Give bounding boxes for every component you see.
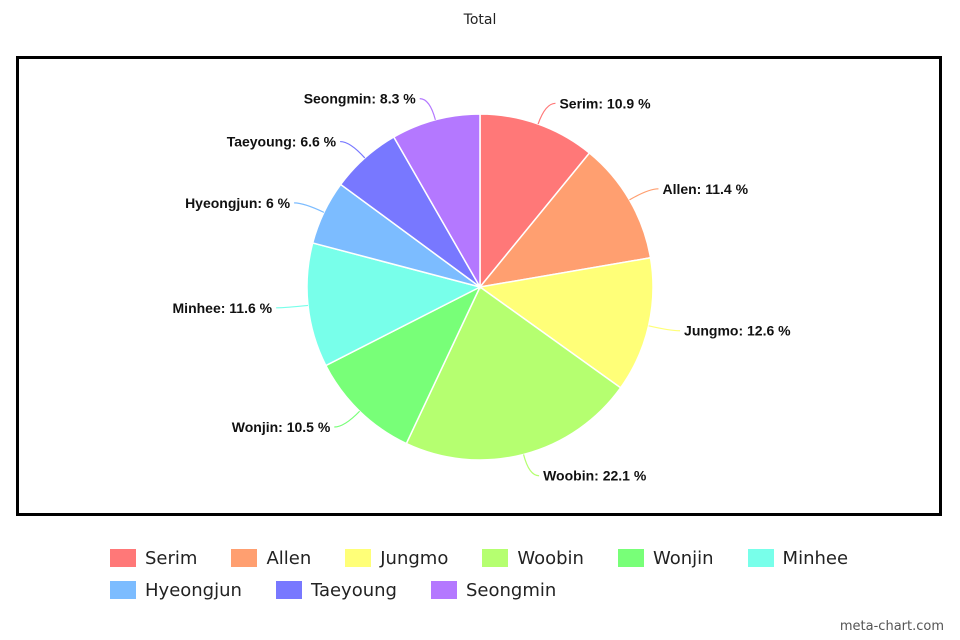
legend-swatch <box>430 581 457 599</box>
legend-swatch <box>231 549 258 567</box>
legend-label: Wonjin <box>652 547 714 569</box>
legend-label: Jungmo <box>380 547 449 569</box>
data-label-minhee: Minhee: 11.6 % <box>173 300 273 316</box>
legend-item-allen[interactable]: Allen <box>231 546 311 570</box>
chart-title: Total <box>463 12 497 28</box>
legend-item-taeyoung[interactable]: Taeyoung <box>275 578 397 602</box>
data-label-hyeongjun: Hyeongjun: 6 % <box>185 195 291 211</box>
legend-label: Allen <box>266 547 312 569</box>
leader-line-jungmo <box>648 325 681 332</box>
leader-line-serim <box>537 102 556 125</box>
leader-line-allen <box>629 188 659 201</box>
data-label-taeyoung: Taeyoung: 6.6 % <box>227 134 337 150</box>
chart-legend: Serim Allen Jungmo Woobin Wonjin Minhee Hyeong… <box>110 546 890 602</box>
leader-line-seongmin <box>419 97 436 121</box>
data-label-seongmin: Seongmin: 8.3 % <box>304 91 417 107</box>
legend-item-minhee[interactable]: Minhee <box>747 546 849 570</box>
legend-swatch <box>110 581 136 599</box>
pie-slice-serim <box>479 113 591 290</box>
leader-line-hyeongjun <box>294 202 325 213</box>
legend-item-woobin[interactable]: Woobin <box>482 546 584 570</box>
watermark: meta-chart.com <box>839 619 944 634</box>
leader-line-minhee <box>276 304 309 309</box>
legend-item-serim[interactable]: Serim <box>110 546 197 570</box>
legend-swatch <box>747 549 774 567</box>
legend-item-jungmo[interactable]: Jungmo <box>345 546 448 570</box>
legend-label: Minhee <box>782 547 849 569</box>
legend-label: Serim <box>145 547 198 569</box>
pie-slice-minhee <box>306 242 483 367</box>
leader-line-taeyoung <box>340 140 366 159</box>
leader-line-wonjin <box>334 410 361 428</box>
pie-slice-jungmo <box>478 256 654 389</box>
legend-swatch <box>345 549 372 567</box>
legend-swatch <box>482 549 509 567</box>
legend-swatch <box>110 549 136 567</box>
legend-swatch <box>617 549 644 567</box>
legend-label: Taeyoung <box>310 579 397 601</box>
leader-line-woobin <box>522 454 540 477</box>
data-label-woobin: Woobin: 22.1 % <box>543 468 647 484</box>
legend-item-hyeongjun[interactable]: Hyeongjun <box>110 578 242 602</box>
plot-area-frame <box>16 56 942 516</box>
legend-label: Hyeongjun <box>145 579 242 601</box>
legend-label: Seongmin <box>465 579 557 601</box>
legend-label: Woobin <box>517 547 584 569</box>
data-label-serim: Serim: 10.9 % <box>559 95 651 111</box>
pie-slice-seongmin <box>392 113 481 290</box>
pie-slice-wonjin <box>324 285 482 445</box>
legend-item-wonjin[interactable]: Wonjin <box>617 546 714 570</box>
data-label-jungmo: Jungmo: 12.6 % <box>684 323 791 339</box>
data-label-wonjin: Wonjin: 10.5 % <box>232 419 331 435</box>
data-label-allen: Allen: 11.4 % <box>662 181 748 197</box>
legend-swatch <box>275 581 302 599</box>
legend-item-seongmin[interactable]: Seongmin <box>430 578 557 602</box>
